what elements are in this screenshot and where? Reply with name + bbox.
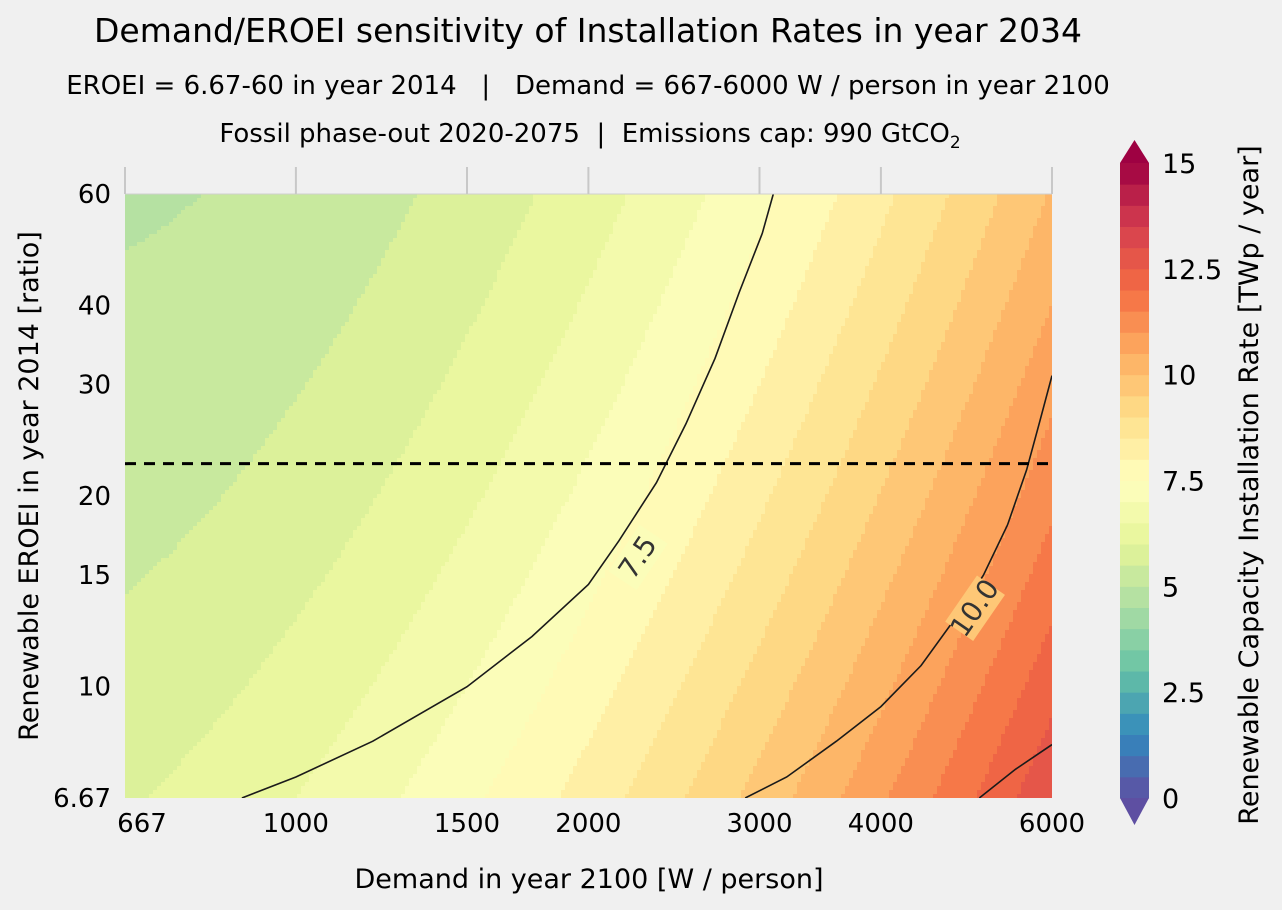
colorbar-segment xyxy=(1120,184,1149,206)
colorbar-segment xyxy=(1120,395,1149,418)
colorbar-segment xyxy=(1120,247,1149,270)
colorbar-segment xyxy=(1120,353,1149,376)
colorbar-segment xyxy=(1120,311,1149,333)
x-tick-label: 667 xyxy=(117,809,167,839)
colorbar: 0 2.5 5 7.5 10 12.5 15 xyxy=(1120,140,1222,825)
colorbar-segment xyxy=(1120,163,1149,185)
colorbar-tick-label: 5 xyxy=(1162,572,1179,603)
colorbar-tick-label: 7.5 xyxy=(1162,467,1205,498)
colorbar-tick-label: 2.5 xyxy=(1162,678,1205,709)
colorbar-segment xyxy=(1120,205,1149,227)
colorbar-extend-min xyxy=(1120,798,1149,825)
colorbar-label: Renewable Capacity Installation Rate [TW… xyxy=(1234,145,1265,824)
y-axis-label: Renewable EROEI in year 2014 [ratio] xyxy=(14,231,45,741)
colorbar-segment xyxy=(1120,586,1149,608)
colorbar-segment xyxy=(1120,628,1149,651)
colorbar-segment xyxy=(1120,332,1149,354)
chart-subtitle-2: Fossil phase-out 2020-2075 | Emissions c… xyxy=(219,119,960,153)
y-tick-label: 30 xyxy=(78,371,111,401)
x-tick-label: 1500 xyxy=(434,809,500,839)
x-tick-label: 2000 xyxy=(555,809,621,839)
colorbar-segment xyxy=(1120,734,1149,757)
colorbar-segment xyxy=(1120,480,1149,503)
y-tick-label: 60 xyxy=(78,180,111,210)
colorbar-segment xyxy=(1120,438,1149,460)
contour-line-2 xyxy=(978,743,1052,798)
subtitle-2-main: Fossil phase-out 2020-2075 | Emissions c… xyxy=(219,119,950,149)
colorbar-segment xyxy=(1120,649,1149,672)
colorbar-tick-label: 0 xyxy=(1162,784,1179,815)
subtitle-2-subscript: 2 xyxy=(950,133,961,153)
y-tick-label: 40 xyxy=(78,291,111,321)
colorbar-segment xyxy=(1120,417,1149,439)
contour-line-0 xyxy=(241,194,775,798)
colorbar-segment xyxy=(1120,268,1149,291)
x-ticks: 667 1000 1500 2000 3000 4000 6000 xyxy=(117,167,1085,839)
chart-title: Demand/EROEI sensitivity of Installation… xyxy=(94,11,1082,50)
colorbar-segment xyxy=(1120,522,1149,545)
y-tick-label: 15 xyxy=(78,561,111,591)
y-tick-label: 20 xyxy=(78,482,111,512)
colorbar-segment xyxy=(1120,501,1149,524)
colorbar-segment xyxy=(1120,565,1149,587)
colorbar-segment xyxy=(1120,607,1149,630)
colorbar-segment xyxy=(1120,755,1149,778)
colorbar-segment xyxy=(1120,459,1149,481)
colorbar-segment xyxy=(1120,671,1149,693)
colorbar-segment xyxy=(1120,692,1149,714)
colorbar-segment xyxy=(1120,544,1149,566)
colorbar-segment xyxy=(1120,226,1149,249)
colorbar-extend-max xyxy=(1120,140,1149,163)
y-ticks: 6.67 10 15 20 30 40 60 xyxy=(53,180,111,814)
colorbar-segment xyxy=(1120,290,1149,312)
contour-fill-layer xyxy=(125,194,1052,798)
colorbar-tick-label: 10 xyxy=(1162,361,1196,392)
x-tick-label: 1000 xyxy=(263,809,329,839)
x-tick-label: 4000 xyxy=(848,809,914,839)
x-tick-label: 3000 xyxy=(726,809,792,839)
colorbar-segment xyxy=(1120,374,1149,397)
colorbar-segment xyxy=(1120,776,1149,799)
y-tick-label: 6.67 xyxy=(53,784,111,814)
chart-subtitle-1: EROEI = 6.67-60 in year 2014 | Demand = … xyxy=(66,71,1110,101)
y-tick-label: 10 xyxy=(78,673,111,703)
colorbar-tick-label: 12.5 xyxy=(1162,255,1222,286)
colorbar-segment xyxy=(1120,713,1149,735)
x-tick-label: 6000 xyxy=(1019,809,1085,839)
colorbar-tick-label: 15 xyxy=(1162,149,1196,180)
x-axis-label: Demand in year 2100 [W / person] xyxy=(355,864,824,895)
